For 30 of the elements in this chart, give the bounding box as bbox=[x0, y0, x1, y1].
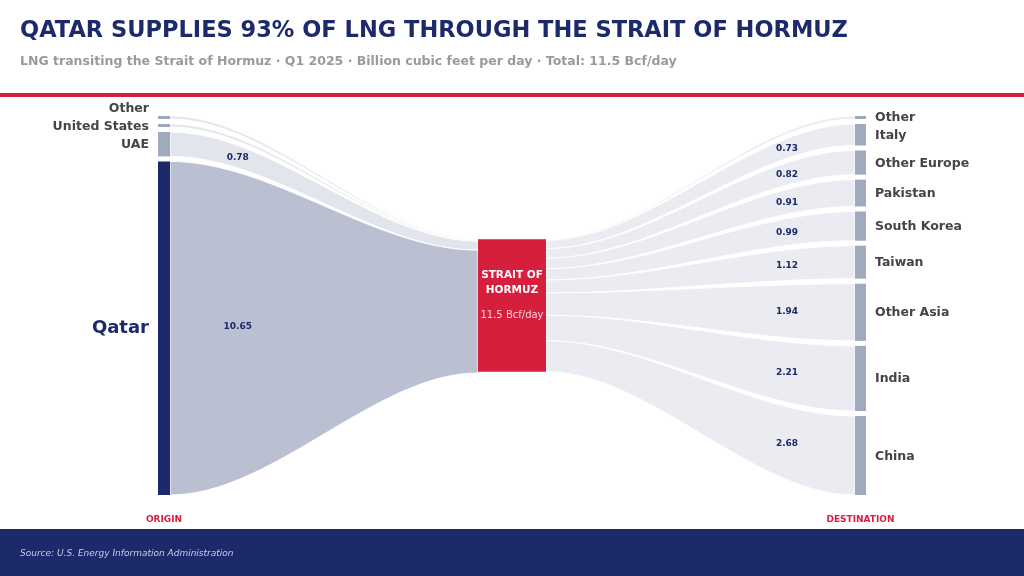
category-label: Taiwan bbox=[875, 254, 924, 270]
data-label: 10.65 bbox=[223, 321, 252, 332]
category-label: Other Asia bbox=[875, 304, 950, 320]
category-label: Pakistan bbox=[875, 185, 936, 201]
data-label: 0.82 bbox=[775, 168, 799, 179]
data-label: 0.78 bbox=[226, 151, 249, 162]
text: LNG transiting the Strait of Hormuz · Q1 2025 · Billion cubic feet per day · Total: 11.5 Bcf/day bbox=[20, 53, 677, 68]
data-label: 2.21 bbox=[775, 367, 799, 378]
data-label: 11.5 Bcf/day bbox=[480, 308, 544, 320]
text: QATAR SUPPLIES 93% OF LNG THROUGH THE STRAIT OF HORMUZ bbox=[20, 16, 848, 42]
category-label: STRAIT OF HORMUZ bbox=[481, 267, 543, 295]
category-label: United States bbox=[52, 117, 149, 133]
data-label: 2.68 bbox=[775, 438, 799, 449]
text: DESTINATION bbox=[826, 514, 895, 524]
category-label: India bbox=[875, 370, 911, 386]
category-label: Other Europe bbox=[875, 154, 970, 170]
data-label: 1.12 bbox=[775, 260, 799, 271]
data-label: 0.73 bbox=[775, 143, 799, 154]
category-label: Other bbox=[875, 108, 916, 124]
category-label: Italy bbox=[875, 126, 907, 142]
data-label: 0.91 bbox=[775, 196, 799, 207]
text: ORIGIN bbox=[145, 514, 183, 524]
category-label: South Korea bbox=[875, 218, 962, 234]
data-label: 0.99 bbox=[775, 227, 799, 238]
source-note: Source: U.S. Energy Information Administration bbox=[20, 548, 234, 558]
category-label: Other bbox=[108, 99, 150, 115]
category-label: Qatar bbox=[91, 316, 150, 338]
data-label: 1.94 bbox=[775, 306, 799, 317]
category-label: UAE bbox=[121, 136, 149, 152]
category-label: China bbox=[875, 447, 915, 463]
